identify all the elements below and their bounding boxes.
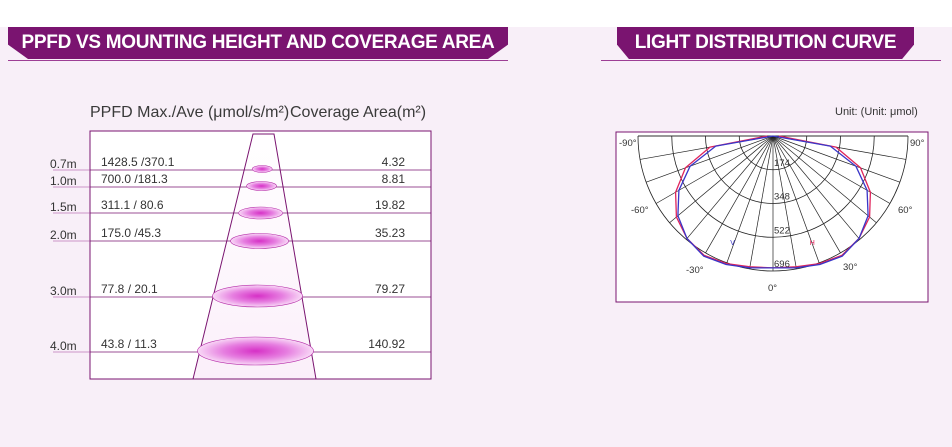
- unit-label: Unit: (Unit: μmol): [835, 106, 918, 118]
- angle-label: -60°: [631, 205, 649, 216]
- coverage-column-header: Coverage Area(m²): [290, 104, 427, 121]
- table-row: 4.0m 43.8 / 11.3 140.92: [50, 336, 431, 366]
- light-spot: [246, 181, 277, 191]
- height-label: 1.0m: [50, 174, 77, 188]
- radial-tick-label: 696: [774, 259, 790, 270]
- table-row: 0.7m 1428.5 /370.1 4.32: [50, 155, 431, 173]
- height-label: 1.5m: [50, 200, 77, 214]
- light-spot: [238, 206, 283, 220]
- grid-spoke: [772, 135, 820, 263]
- top-strip: [0, 0, 952, 27]
- radial-tick-label: 174: [774, 158, 790, 169]
- height-label: 3.0m: [50, 284, 77, 298]
- ppfd-value: 1428.5 /370.1: [101, 155, 175, 169]
- coverage-value: 8.81: [382, 172, 406, 186]
- series-marker: H: [810, 240, 815, 247]
- grid-spoke: [685, 135, 774, 240]
- light-distribution-chart: H V 174 348 522 696 -90° 90° -60° 60° -30° 30° 0°: [615, 131, 929, 303]
- light-spot: [197, 336, 314, 366]
- radial-tick-label: 522: [774, 225, 790, 236]
- distribution-section-title: LIGHT DISTRIBUTION CURVE: [617, 27, 914, 59]
- ppfd-value: 700.0 /181.3: [101, 172, 168, 186]
- light-spot: [212, 284, 303, 308]
- ppfd-value: 43.8 / 11.3: [101, 337, 157, 351]
- height-label: 2.0m: [50, 228, 77, 242]
- grid-spoke: [749, 135, 774, 270]
- height-label: 4.0m: [50, 339, 77, 353]
- light-spot: [251, 165, 273, 173]
- angle-label: 60°: [898, 205, 913, 216]
- angle-label: 0°: [768, 283, 777, 294]
- ppfd-column-header: PPFD Max./Ave (μmol/s/m²): [90, 104, 290, 121]
- polar-frame: [615, 131, 929, 303]
- distribution-curve-v: [677, 135, 869, 269]
- grid-spoke: [772, 135, 841, 254]
- ppfd-value: 311.1 / 80.6: [101, 198, 164, 212]
- angle-label: 90°: [910, 138, 925, 149]
- series-marker: V: [730, 240, 735, 247]
- left-divider: [8, 60, 508, 61]
- coverage-value: 140.92: [368, 337, 405, 351]
- coverage-value: 4.32: [382, 155, 406, 169]
- coverage-value: 35.23: [375, 226, 405, 240]
- ppfd-section-title: PPFD VS MOUNTING HEIGHT AND COVERAGE ARE…: [8, 27, 508, 59]
- coverage-value: 79.27: [375, 282, 405, 296]
- table-row: 1.0m 700.0 /181.3 8.81: [50, 172, 431, 191]
- ppfd-table: 0.7m 1428.5 /370.1 4.32 1.0m 700.0 /181.3 8.8…: [50, 130, 432, 380]
- angle-label: -90°: [619, 138, 637, 149]
- table-row: 3.0m 77.8 / 20.1 79.27: [50, 282, 431, 308]
- grid-spoke: [726, 135, 774, 263]
- grid-spoke: [772, 135, 877, 224]
- right-divider: [601, 60, 941, 61]
- grid-spoke: [772, 135, 900, 183]
- angle-label: 30°: [843, 262, 858, 273]
- height-label: 0.7m: [50, 157, 77, 171]
- grid-spoke: [705, 135, 774, 254]
- grid-spoke: [646, 135, 774, 183]
- coverage-value: 19.82: [375, 198, 405, 212]
- radial-tick-label: 348: [774, 192, 790, 203]
- angle-label: -30°: [686, 265, 704, 276]
- grid-spoke: [772, 135, 797, 270]
- table-row: 2.0m 175.0 /45.3 35.23: [50, 226, 431, 249]
- ppfd-value: 175.0 /45.3: [101, 226, 161, 240]
- table-row: 1.5m 311.1 / 80.6 19.82: [50, 198, 431, 220]
- light-spot: [230, 233, 289, 249]
- ppfd-value: 77.8 / 20.1: [101, 282, 158, 296]
- grid-spoke: [669, 135, 774, 224]
- grid-spoke: [772, 135, 861, 240]
